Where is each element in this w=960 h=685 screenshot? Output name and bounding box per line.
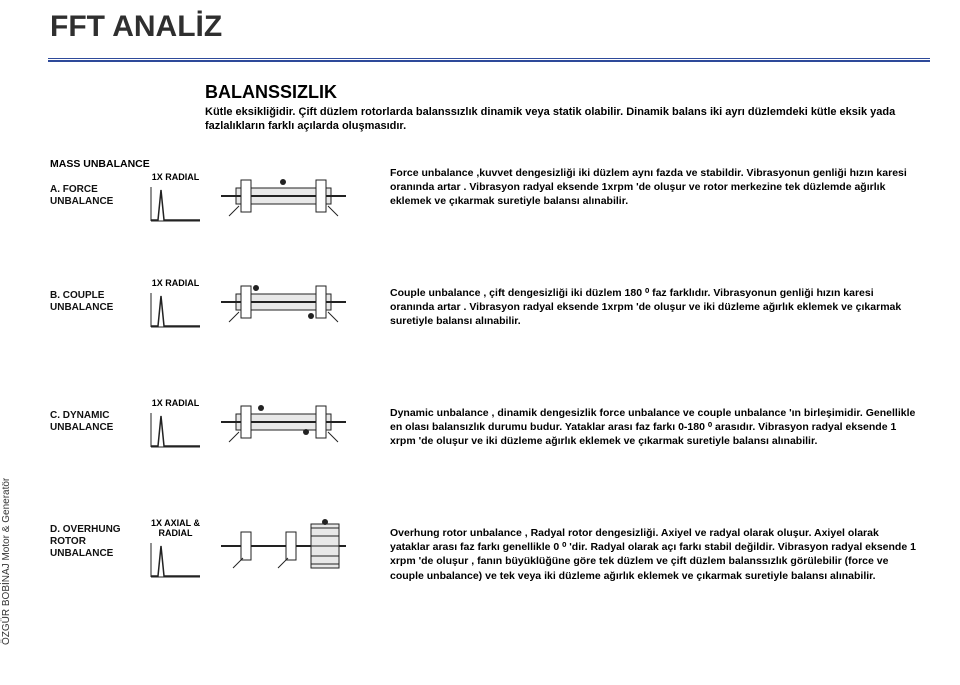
rotor-icon xyxy=(211,518,356,578)
intro-text: Kütle eksikliğidir. Çift düzlem rotorlar… xyxy=(205,105,905,134)
section-name: OVERHUNG ROTOR UNBALANCE xyxy=(50,524,121,559)
title-underline xyxy=(48,58,930,62)
intro-heading: BALANSSIZLIK xyxy=(205,82,905,103)
section-dynamic-unbalance: C. DYNAMIC UNBALANCE 1X RADIAL xyxy=(50,398,920,449)
spectrum-icon xyxy=(148,410,203,450)
section-letter: C. xyxy=(50,410,60,421)
section-name: COUPLE UNBALANCE xyxy=(50,290,113,313)
side-label: ÖZGÜR BOBİNAJ Motor & Generatör xyxy=(1,478,12,645)
section-couple-unbalance: B. COUPLE UNBALANCE 1X RADIAL xyxy=(50,278,920,329)
rotor-icon xyxy=(211,278,356,326)
peak-label: 1X AXIAL & RADIAL xyxy=(148,518,203,538)
section-name: FORCE UNBALANCE xyxy=(50,184,113,207)
section-text: Force unbalance ,kuvvet dengesizliği iki… xyxy=(390,158,920,209)
intro-block: BALANSSIZLIK Kütle eksikliğidir. Çift dü… xyxy=(205,82,905,134)
rotor-icon xyxy=(211,172,356,220)
peak-label: 1X RADIAL xyxy=(148,278,203,288)
section-force-unbalance: MASS UNBALANCE A. FORCE UNBALANCE 1X RAD… xyxy=(50,158,920,220)
section-text: Couple unbalance , çift dengesizliği iki… xyxy=(390,278,920,329)
peak-label: 1X RADIAL xyxy=(148,172,203,182)
rotor-icon xyxy=(211,398,356,446)
section-name: DYNAMIC UNBALANCE xyxy=(50,410,113,433)
section-text: Dynamic unbalance , dinamik dengesizlik … xyxy=(390,398,920,449)
page-title: FFT ANALİZ xyxy=(50,10,222,44)
section-letter: B. xyxy=(50,290,60,301)
spectrum-icon xyxy=(148,290,203,330)
spectrum-icon xyxy=(148,184,203,224)
peak-label: 1X RADIAL xyxy=(148,398,203,408)
spectrum-icon xyxy=(148,540,203,580)
section-tag: MASS UNBALANCE xyxy=(50,158,390,170)
section-letter: A. xyxy=(50,184,60,195)
section-overhung-unbalance: D. OVERHUNG ROTOR UNBALANCE 1X AXIAL & R… xyxy=(50,518,920,583)
section-letter: D. xyxy=(50,524,60,535)
section-text: Overhung rotor unbalance , Radyal rotor … xyxy=(390,518,920,583)
